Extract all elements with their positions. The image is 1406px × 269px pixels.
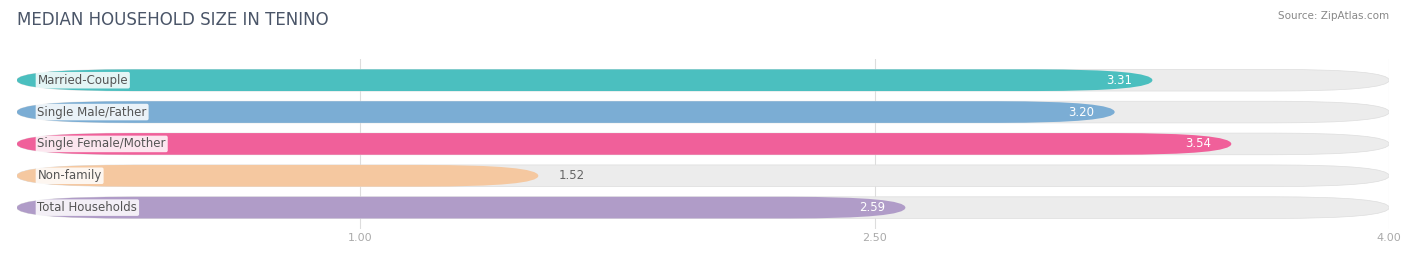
Text: MEDIAN HOUSEHOLD SIZE IN TENINO: MEDIAN HOUSEHOLD SIZE IN TENINO (17, 11, 329, 29)
Text: Non-family: Non-family (38, 169, 101, 182)
Text: Single Male/Father: Single Male/Father (38, 105, 146, 119)
Text: Single Female/Mother: Single Female/Mother (38, 137, 166, 150)
FancyBboxPatch shape (17, 69, 1389, 91)
Text: 3.54: 3.54 (1185, 137, 1211, 150)
FancyBboxPatch shape (17, 133, 1389, 155)
FancyBboxPatch shape (17, 197, 1389, 218)
FancyBboxPatch shape (17, 165, 538, 187)
Text: Total Households: Total Households (38, 201, 138, 214)
FancyBboxPatch shape (17, 197, 905, 218)
Text: 1.52: 1.52 (560, 169, 585, 182)
Text: 3.31: 3.31 (1107, 74, 1132, 87)
Text: 2.59: 2.59 (859, 201, 884, 214)
FancyBboxPatch shape (17, 165, 1389, 187)
FancyBboxPatch shape (17, 101, 1389, 123)
Text: 3.20: 3.20 (1069, 105, 1094, 119)
Text: Married-Couple: Married-Couple (38, 74, 128, 87)
Text: Source: ZipAtlas.com: Source: ZipAtlas.com (1278, 11, 1389, 21)
FancyBboxPatch shape (17, 101, 1115, 123)
FancyBboxPatch shape (17, 133, 1232, 155)
FancyBboxPatch shape (17, 69, 1153, 91)
